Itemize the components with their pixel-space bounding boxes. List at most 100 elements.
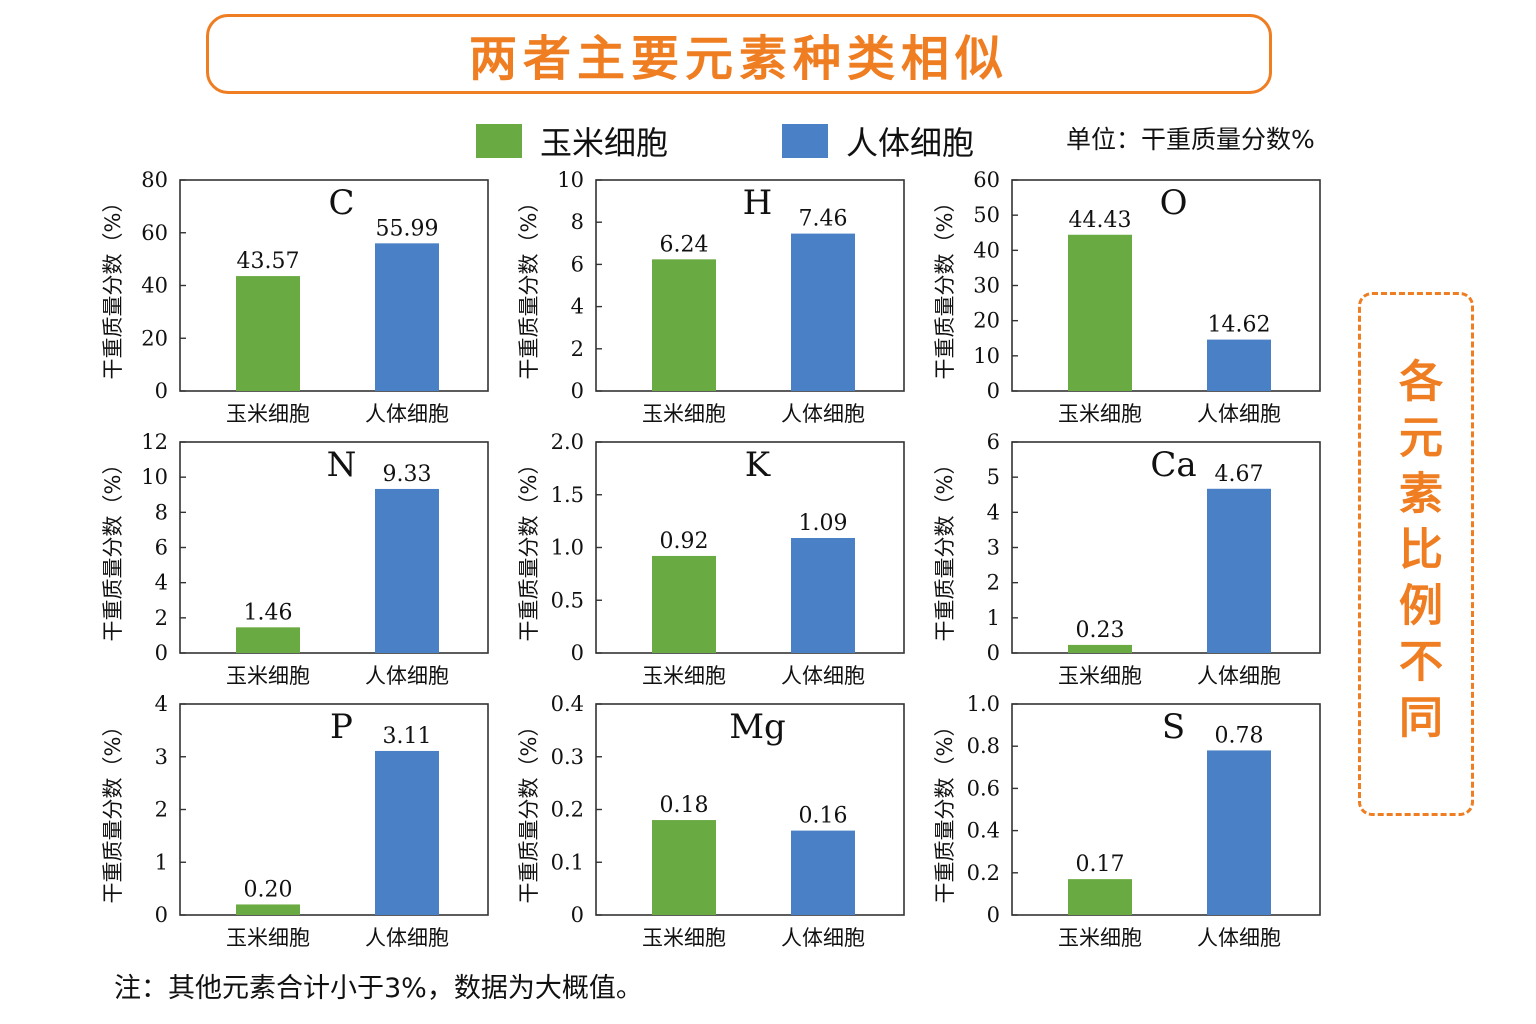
side-note: 各元素比例不同: [1391, 358, 1442, 750]
bar: [236, 627, 300, 653]
y-tick-label: 1: [987, 606, 1000, 630]
bar: [652, 555, 716, 653]
y-tick-label: 0.1: [551, 850, 584, 874]
y-tick-label: 0.4: [551, 694, 584, 716]
x-tick-label: 人体细胞: [365, 402, 449, 426]
data-label: 7.46: [799, 207, 848, 232]
bar: [236, 904, 300, 915]
data-label: 0.92: [660, 529, 709, 554]
y-tick-label: 3: [987, 536, 1000, 560]
data-label: 0.16: [799, 804, 848, 829]
bar: [1207, 488, 1271, 653]
data-label: 0.17: [1076, 852, 1125, 877]
y-tick-label: 2: [571, 337, 584, 361]
y-tick-label: 4: [155, 694, 168, 716]
chart-title: H: [743, 183, 773, 223]
chart-svg: 0 1 2 3 4 干重质量分数（%） 0.20 玉米细胞 3.11 人体细胞 P: [101, 694, 489, 950]
y-tick-label: 5: [987, 465, 1000, 489]
y-axis-label: 干重质量分数（%）: [517, 192, 541, 380]
y-axis-label: 干重质量分数（%）: [101, 454, 125, 642]
y-tick-label: 0.2: [551, 798, 584, 822]
chart-svg: 0 10 20 30 40 50 60 干重质量分数（%） 44.43 玉米细胞 14.62 人体细胞…: [933, 170, 1321, 426]
title-box: 两者主要元素种类相似: [206, 14, 1272, 94]
chart-svg: 0 20 40 60 80 干重质量分数（%） 43.57 玉米细胞 55.99 人体细胞 C: [101, 170, 489, 426]
chart-s: 0 0.2 0.4 0.6 0.8 1.0 干重质量分数（%） 0.17 玉米细胞 0.78 人体细…: [932, 694, 1372, 956]
data-label: 0.20: [244, 877, 293, 902]
y-tick-label: 30: [973, 274, 1000, 298]
y-tick-label: 10: [557, 170, 584, 192]
x-tick-label: 人体细胞: [1197, 664, 1281, 688]
data-label: 1.46: [244, 600, 293, 625]
x-tick-label: 人体细胞: [1197, 926, 1281, 950]
x-tick-label: 人体细胞: [1197, 402, 1281, 426]
y-tick-label: 0.2: [967, 861, 1000, 885]
y-tick-label: 10: [141, 465, 168, 489]
bar: [791, 538, 855, 653]
legend-label-maize: 玉米细胞: [540, 124, 669, 162]
y-tick-label: 0: [987, 379, 1000, 403]
y-axis-label: 干重质量分数（%）: [517, 716, 541, 904]
y-axis-label: 干重质量分数（%）: [517, 454, 541, 642]
chart-title: O: [1160, 183, 1188, 223]
chart-title: K: [745, 445, 771, 485]
bar: [652, 259, 716, 391]
y-tick-label: 4: [155, 571, 168, 595]
bar: [1068, 234, 1132, 391]
chart-svg: 0 0.5 1.0 1.5 2.0 干重质量分数（%） 0.92 玉米细胞 1.09 人体细胞 K: [517, 432, 905, 688]
x-tick-label: 人体细胞: [781, 926, 865, 950]
y-axis-label: 干重质量分数（%）: [933, 192, 957, 380]
y-axis-label: 干重质量分数（%）: [933, 716, 957, 904]
chart-ca: 0 1 2 3 4 5 6 干重质量分数（%） 0.23 玉米细胞 4.67 人体细胞 Ca: [932, 432, 1372, 694]
data-label: 14.62: [1208, 313, 1271, 338]
y-tick-label: 0.4: [967, 819, 1000, 843]
chart-title: N: [327, 445, 357, 485]
chart-title: P: [330, 707, 353, 747]
y-tick-label: 2: [155, 606, 168, 630]
chart-title: S: [1162, 707, 1185, 747]
y-tick-label: 2.0: [551, 432, 584, 454]
y-tick-label: 6: [571, 252, 584, 276]
data-label: 1.09: [799, 511, 848, 536]
chart-title: Mg: [729, 707, 786, 747]
y-tick-label: 12: [141, 432, 168, 454]
y-tick-label: 0.3: [551, 745, 584, 769]
y-tick-label: 0: [571, 379, 584, 403]
y-axis-label: 干重质量分数（%）: [933, 454, 957, 642]
bar: [375, 488, 439, 653]
side-note-box: 各元素比例不同: [1358, 292, 1474, 816]
x-tick-label: 玉米细胞: [1058, 402, 1142, 426]
data-label: 43.57: [237, 249, 300, 274]
y-tick-label: 0: [155, 379, 168, 403]
y-tick-label: 2: [987, 571, 1000, 595]
chart-mg: 0 0.1 0.2 0.3 0.4 干重质量分数（%） 0.18 玉米细胞 0.16 人体细胞 Mg: [516, 694, 956, 956]
y-tick-label: 60: [973, 170, 1000, 192]
plot-frame: [1011, 703, 1321, 916]
data-label: 6.24: [660, 232, 709, 257]
y-tick-label: 10: [973, 344, 1000, 368]
chart-svg: 0 2 4 6 8 10 干重质量分数（%） 6.24 玉米细胞 7.46 人体细胞 H: [517, 170, 905, 426]
legend-item-human: 人体细胞: [782, 118, 974, 164]
y-tick-label: 6: [987, 432, 1000, 454]
chart-title: C: [328, 183, 354, 223]
x-tick-label: 玉米细胞: [642, 402, 726, 426]
y-tick-label: 1.0: [967, 694, 1000, 716]
bar: [1068, 879, 1132, 915]
y-tick-label: 4: [571, 295, 584, 319]
x-tick-label: 人体细胞: [365, 664, 449, 688]
y-tick-label: 1.0: [551, 536, 584, 560]
data-label: 55.99: [376, 216, 439, 241]
y-tick-label: 40: [973, 238, 1000, 262]
x-tick-label: 玉米细胞: [642, 664, 726, 688]
y-tick-label: 0: [571, 641, 584, 665]
y-tick-label: 0.6: [967, 776, 1000, 800]
x-tick-label: 玉米细胞: [1058, 664, 1142, 688]
chart-c: 0 20 40 60 80 干重质量分数（%） 43.57 玉米细胞 55.99 人体细胞 C: [100, 170, 540, 432]
chart-h: 0 2 4 6 8 10 干重质量分数（%） 6.24 玉米细胞 7.46 人体细胞 H: [516, 170, 956, 432]
chart-p: 0 1 2 3 4 干重质量分数（%） 0.20 玉米细胞 3.11 人体细胞 P: [100, 694, 540, 956]
plot-frame: [595, 179, 905, 392]
bar: [652, 820, 716, 915]
bar: [375, 750, 439, 915]
chart-n: 0 2 4 6 8 10 12 干重质量分数（%） 1.46 玉米细胞 9.33 人体细胞 N: [100, 432, 540, 694]
data-label: 9.33: [383, 462, 432, 487]
bar: [791, 830, 855, 915]
